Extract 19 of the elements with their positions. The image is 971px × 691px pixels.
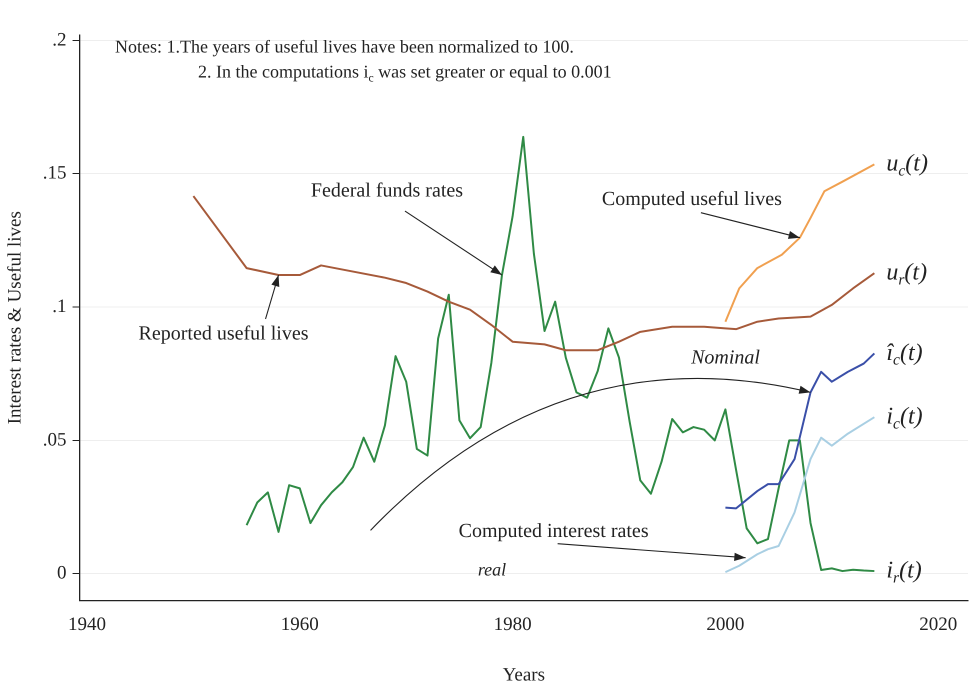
y-tick-label: .15: [42, 162, 67, 184]
x-axis-title: Years: [502, 664, 545, 686]
x-tick-label: 1960: [280, 614, 319, 635]
annotation: real: [478, 560, 506, 580]
annotation: Notes: 1.The years of useful lives have been normalized to 100.: [115, 36, 574, 57]
y-tick-label: .2: [52, 29, 67, 50]
annotation: Federal funds rates: [310, 179, 464, 202]
x-tick-label: 1940: [68, 614, 106, 635]
x-tick-label: 2000: [706, 614, 744, 635]
y-axis-title: Interest rates & Useful lives: [4, 211, 26, 424]
annotation: Computed interest rates: [458, 520, 649, 542]
y-tick-label: .1: [52, 296, 67, 318]
x-tick-label: 2020: [919, 614, 958, 635]
y-tick-label: 0: [57, 562, 67, 584]
annotation: Reported useful lives: [138, 322, 309, 344]
annotation: Nominal: [690, 346, 760, 369]
y-tick-label: .05: [42, 429, 67, 450]
x-tick-label: 1980: [494, 614, 532, 635]
annotation: Computed useful lives: [602, 188, 782, 210]
